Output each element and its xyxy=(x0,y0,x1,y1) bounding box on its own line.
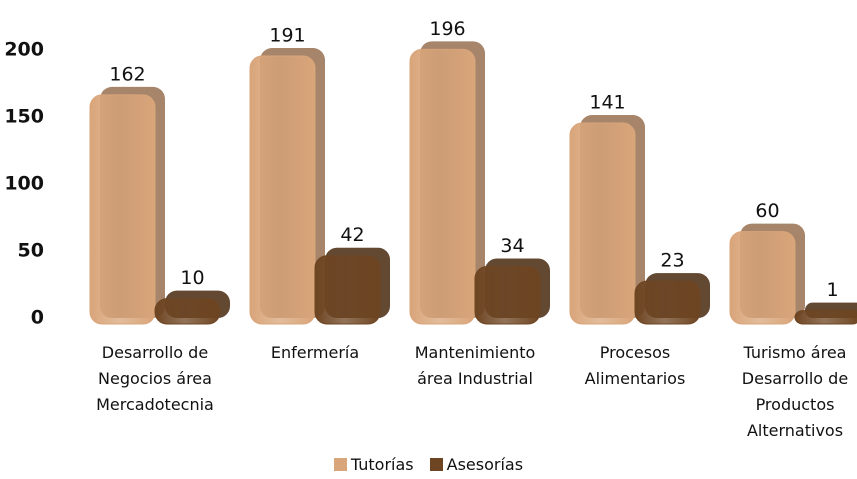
bar xyxy=(729,231,796,325)
data-label: 34 xyxy=(500,235,524,257)
bar xyxy=(474,265,541,325)
y-tick-label: 150 xyxy=(4,106,44,128)
data-label: 10 xyxy=(180,267,204,289)
y-tick-label: 50 xyxy=(18,240,44,262)
legend-item: Tutorías xyxy=(333,455,414,474)
bar xyxy=(314,255,381,325)
bar xyxy=(634,280,701,325)
bar xyxy=(794,310,857,325)
data-label: 42 xyxy=(340,224,364,246)
legend: Tutorías Asesorías xyxy=(0,455,857,474)
x-tick-label: Mantenimiento área Industrial xyxy=(414,343,536,388)
data-label: 196 xyxy=(429,18,465,40)
legend-label: Tutorías xyxy=(350,455,414,474)
bar xyxy=(89,94,156,325)
y-tick-label: 100 xyxy=(4,173,44,195)
data-label: 191 xyxy=(269,25,305,47)
bar xyxy=(409,48,476,325)
data-label: 23 xyxy=(660,250,684,272)
y-tick-label: 0 xyxy=(31,307,44,329)
bar xyxy=(154,298,221,325)
x-tick-label: Turismo área Desarrollo de Productos Alt… xyxy=(741,343,849,440)
data-label: 162 xyxy=(109,63,145,85)
x-tick-label: Enfermería xyxy=(270,343,360,362)
y-tick-label: 200 xyxy=(4,39,44,61)
x-tick-label: Desarrollo de Negocios área Mercadotecni… xyxy=(96,343,214,414)
data-label: 60 xyxy=(755,200,779,222)
data-label: 141 xyxy=(589,92,625,114)
legend-item: Asesorías xyxy=(429,455,524,474)
legend-swatch xyxy=(333,458,347,471)
legend-swatch xyxy=(429,458,443,471)
x-tick-label: Procesos Alimentarios xyxy=(584,343,686,388)
bar xyxy=(249,55,316,325)
legend-label: Asesorías xyxy=(446,455,524,474)
bar xyxy=(569,122,636,325)
data-label: 1 xyxy=(826,279,838,301)
